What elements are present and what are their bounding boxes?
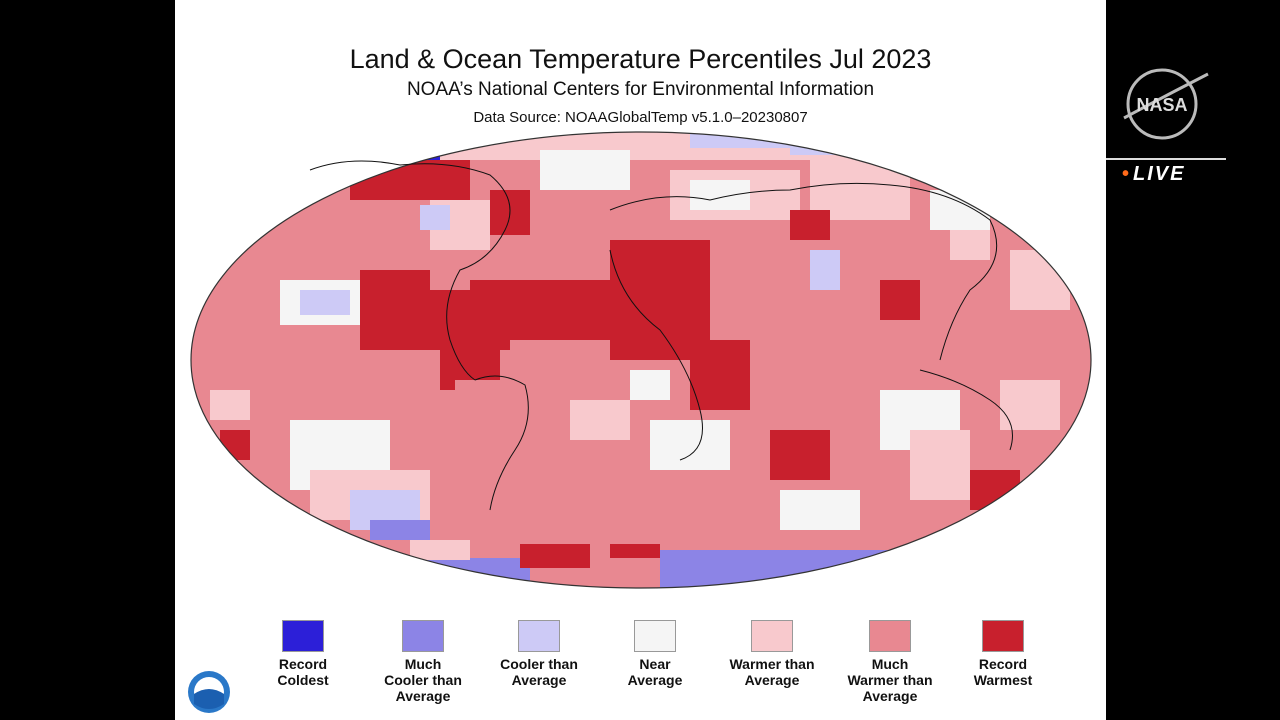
map-title: Land & Ocean Temperature Percentiles Jul… bbox=[349, 44, 932, 74]
divider bbox=[1106, 158, 1226, 160]
legend-near-average: Near Average bbox=[595, 620, 715, 688]
map-subtitle: NOAA’s National Centers for Environmenta… bbox=[406, 79, 875, 100]
data-source: Data Source: NOAAGlobalTemp v5.1.0–20230… bbox=[473, 109, 808, 126]
legend-record-coldest: Record Coldest bbox=[243, 620, 363, 688]
legend-label: Near Average bbox=[627, 656, 683, 688]
live-indicator: • LIVE bbox=[1122, 163, 1186, 185]
legend-swatch bbox=[982, 620, 1024, 652]
legend-swatch bbox=[282, 620, 324, 652]
legend-label: Much Cooler than Average bbox=[384, 656, 462, 704]
legend-swatch bbox=[751, 620, 793, 652]
legend-label: Warmer than Average bbox=[729, 656, 815, 688]
nasa-logo-text: NASA bbox=[1136, 95, 1187, 115]
legend-swatch bbox=[518, 620, 560, 652]
legend-label: Cooler than Average bbox=[500, 656, 578, 688]
slide: Land & Ocean Temperature Percentiles Jul… bbox=[175, 0, 1106, 720]
nasa-logo-icon: NASA bbox=[1123, 68, 1209, 140]
legend-label: Record Warmest bbox=[973, 656, 1033, 688]
legend-swatch bbox=[869, 620, 911, 652]
live-dot-icon: • bbox=[1122, 163, 1132, 185]
legend-label: Much Warmer than Average bbox=[847, 656, 933, 704]
legend-swatch bbox=[634, 620, 676, 652]
legend-record-warmest: Record Warmest bbox=[943, 620, 1063, 688]
broadcast-sidebar: NASA • LIVE bbox=[1106, 0, 1280, 720]
world-percentile-map bbox=[190, 131, 1092, 589]
legend-cooler: Cooler than Average bbox=[479, 620, 599, 688]
legend-swatch bbox=[402, 620, 444, 652]
legend-warmer: Warmer than Average bbox=[712, 620, 832, 688]
legend-much-cooler: Much Cooler than Average bbox=[363, 620, 483, 704]
noaa-logo-icon bbox=[188, 671, 230, 713]
legend-much-warmer: Much Warmer than Average bbox=[830, 620, 950, 704]
legend-label: Record Coldest bbox=[277, 656, 329, 688]
